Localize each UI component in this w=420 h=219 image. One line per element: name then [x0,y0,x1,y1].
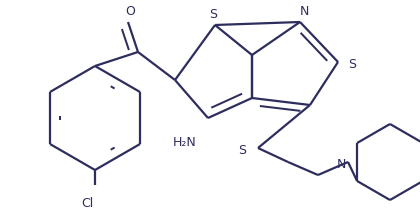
Text: Cl: Cl [81,197,93,210]
Text: S: S [348,58,356,71]
Text: S: S [238,143,246,157]
Text: O: O [125,5,135,18]
Text: N: N [299,5,309,18]
Text: N: N [336,157,346,171]
Text: H₂N: H₂N [172,136,196,149]
Text: S: S [209,8,217,21]
